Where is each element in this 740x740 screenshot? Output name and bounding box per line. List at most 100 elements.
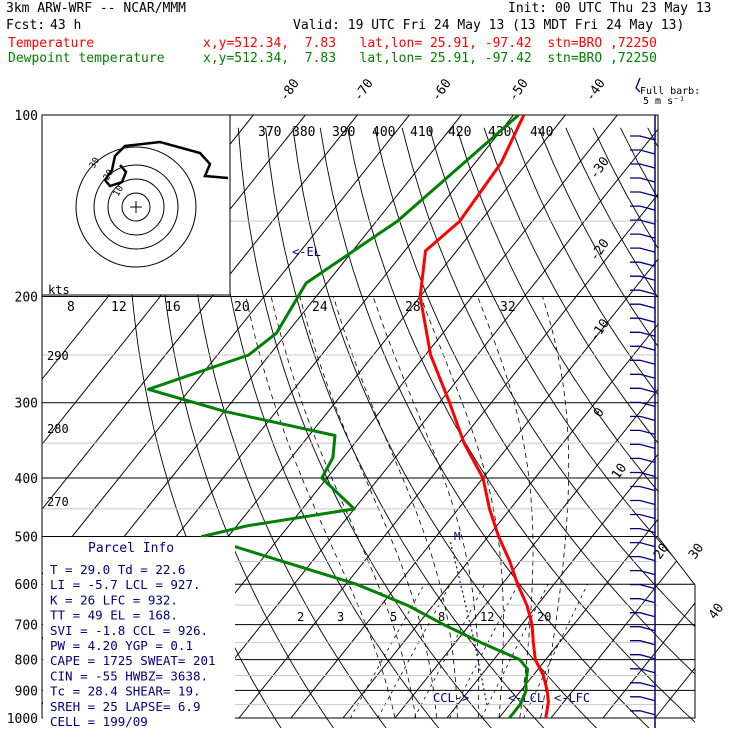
dry-adiabat-line [155,127,336,728]
wind-barb [630,527,656,534]
isotherm-label: -50 [506,76,532,104]
wind-barb [630,275,656,281]
isotherm-line [602,115,695,719]
pressure-tick-label: 800 [15,654,38,669]
moist-adiabat-line [540,296,570,719]
isotherm-line [707,115,740,718]
wind-barb [630,149,656,155]
theta-label: 370 [258,125,281,140]
mixing-ratio-label: 20 [537,610,551,624]
dry-adiabat-line [510,127,695,728]
pressure-tick-label: 400 [15,472,38,487]
theta-low-label: 270 [47,495,69,509]
profile-dewpoint-temperature [146,115,530,719]
mixing-ratio-label: 2 [297,610,304,624]
wind-barb [630,541,656,548]
mixing-ratio-label: 3 [337,610,344,624]
model-title: 3km ARW-WRF -- NCAR/MMM [6,1,187,16]
dry-adiabat-line [674,127,695,728]
isotherm-label: 30 [686,541,707,562]
isotherm-label: -70 [351,76,377,104]
wind-barb [630,303,656,309]
dry-adiabat-line [237,127,494,728]
dry-adiabat-line [401,127,695,728]
wind-barb [630,513,656,520]
wind-barb [630,191,656,197]
wind-barb [630,499,656,506]
hodograph-ring-label: 30 [88,156,102,170]
parcel-info-row: CAPE = 1725 SWEAT= 201 [50,653,216,668]
barb-legend-icon [635,77,641,93]
dry-adiabat-line [319,127,653,728]
isotherm-line [342,115,695,719]
dry-adiabat-line [456,127,695,728]
mixing-ratio-label: 20 [234,300,250,315]
mixing-ratio-label: 8 [67,300,75,315]
parcel-info-row: CIN = -55 HWBZ= 3638. [50,668,208,683]
wind-barb [630,289,656,295]
dry-adiabat-line [374,127,695,728]
wind-barb [630,654,656,660]
dry-adiabat-line [565,127,695,728]
wind-barb [630,359,656,365]
fcst-value: 43 h [50,18,82,33]
theta-low-label: 290 [47,349,69,363]
dry-adiabat-line [265,127,547,728]
wind-barb [630,682,656,688]
hodograph-ring [93,164,179,250]
mixing-ratio-label: 16 [165,300,181,315]
pressure-tick-label: 200 [15,291,38,306]
parcel-info-row: Tc = 28.4 SHEAR= 19. [50,684,201,699]
isotherm-label: 40 [706,601,727,622]
wind-barb [630,177,656,183]
pressure-tick-label: 900 [15,684,38,699]
moist-adiabat-line [477,296,534,719]
parcel-info-row: PW = 4.20 YGP = 0.1 [50,638,193,653]
isotherm-label: -30 [587,154,613,182]
mixing-ratio-label: 12 [111,300,127,315]
wind-barb [630,443,656,450]
wind-barb [630,569,656,576]
dewpoint-legend-info: x,y=512.34, 7.83 lat,lon= 25.91, -97.42 … [203,51,657,66]
dry-adiabat-line [702,128,740,731]
pressure-tick-label: 600 [15,578,38,593]
wind-barb [630,135,656,141]
parcel-trace [449,539,488,706]
dry-adiabat-line [592,127,695,728]
mixing-ratio-label: 8 [438,610,445,624]
isotherm-line [550,115,695,719]
pressure-tick-label: 100 [15,109,38,124]
wind-barb [630,415,656,422]
pressure-tick-label: 1000 [7,712,38,727]
wind-barb [630,457,656,464]
wind-barb [630,626,656,632]
theta-label: 440 [530,125,553,140]
wind-barb [630,233,656,239]
dry-adiabat-line [730,128,740,731]
ccl-annotation: CCL-> [433,691,469,705]
pressure-tick-label: 500 [15,530,38,545]
isotherm-line [654,115,695,719]
mixing-ratio-label: 28 [405,300,421,315]
wind-barb [630,429,656,436]
lcl-annotation: <-LCL [508,691,544,705]
isotherm-label: 0 [591,405,608,420]
isotherm-line [42,115,358,719]
wind-barb [630,640,656,646]
wind-barb [630,668,656,674]
init-time: Init: 00 UTC Thu 23 May 13 [508,1,712,16]
wind-barb [630,387,656,393]
el-annotation: <-EL [292,245,321,259]
dry-adiabat-line [483,127,695,728]
dry-adiabat-line [292,127,600,728]
wind-barb [630,345,656,351]
wind-barb [630,373,656,379]
parcel-info-row: SVI = -1.8 CCL = 926. [50,623,208,638]
theta-label: 390 [332,125,355,140]
hodograph-ring [75,146,197,268]
dry-adiabat-line [347,127,695,728]
moist-adiabat-line [299,296,437,719]
temperature-legend-label: Temperature [8,36,95,51]
mixing-ratio-label: 24 [312,300,328,315]
parcel-info-row: SREH = 25 LAPSE= 6.9 [50,699,201,714]
